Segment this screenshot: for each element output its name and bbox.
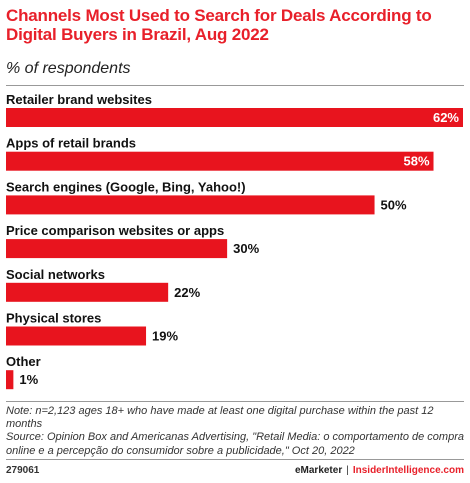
footer-brand: eMarketer | InsiderIntelligence.com bbox=[295, 465, 464, 476]
bar bbox=[6, 326, 147, 346]
insider-intelligence-link[interactable]: InsiderIntelligence.com bbox=[352, 465, 464, 476]
bar bbox=[6, 195, 375, 215]
bottom-divider bbox=[6, 401, 464, 402]
footer-separator: | bbox=[346, 465, 349, 476]
value-label: 19% bbox=[152, 329, 178, 344]
chart-subtitle: % of respondents bbox=[6, 60, 131, 77]
bar bbox=[6, 151, 434, 171]
value-label: 50% bbox=[381, 197, 407, 212]
note-text: Note: n=2,123 ages 18+ who have made at … bbox=[6, 405, 434, 431]
category-label: Social networks bbox=[6, 267, 105, 282]
top-divider bbox=[6, 85, 464, 86]
chart-notes: Note: n=2,123 ages 18+ who have made at … bbox=[6, 405, 464, 458]
chart-id: 279061 bbox=[6, 465, 40, 476]
category-label: Other bbox=[6, 354, 41, 369]
category-label: Apps of retail brands bbox=[6, 136, 136, 151]
chart-title: Channels Most Used to Search for Deals A… bbox=[6, 6, 432, 44]
emarketer-logo: eMarketer bbox=[294, 465, 343, 476]
value-label: 62% bbox=[433, 110, 459, 125]
category-label: Physical stores bbox=[6, 311, 101, 326]
category-label: Retailer brand websites bbox=[6, 92, 152, 107]
bar bbox=[6, 239, 228, 259]
value-label: 22% bbox=[174, 285, 200, 300]
footer-divider bbox=[6, 459, 464, 460]
category-label: Price comparison websites or apps bbox=[6, 223, 224, 238]
bar bbox=[6, 370, 14, 390]
bar bbox=[6, 108, 463, 127]
bar-chart: Retailer brand websites 62% Apps of retail… bbox=[6, 92, 463, 390]
value-label: 30% bbox=[233, 241, 259, 256]
source-text: Source: Opinion Box and Americanas Adver… bbox=[6, 431, 464, 457]
value-label: 58% bbox=[403, 154, 429, 169]
bar bbox=[6, 282, 169, 302]
value-label: 1% bbox=[19, 372, 38, 387]
category-label: Search engines (Google, Bing, Yahoo!) bbox=[6, 179, 246, 194]
